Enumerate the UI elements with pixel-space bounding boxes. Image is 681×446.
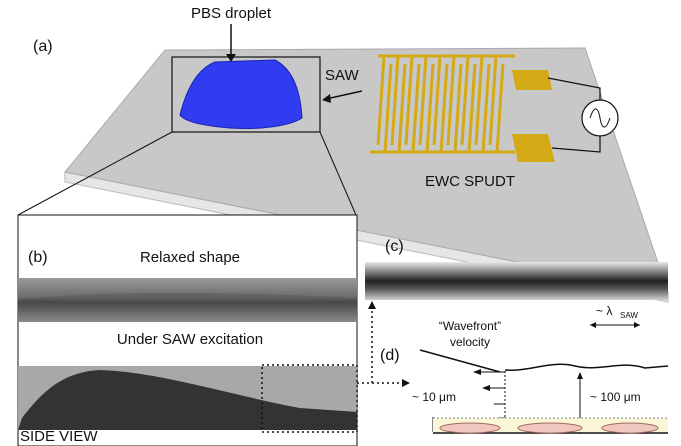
- saw-label: SAW: [325, 67, 359, 84]
- droplet: [179, 59, 303, 129]
- wavefront-line: [419, 349, 501, 373]
- arrowhead: [402, 379, 410, 387]
- wire: [547, 77, 601, 153]
- annotation: ~ 100 μm: [590, 390, 641, 404]
- caption: Under SAW excitation: [117, 331, 263, 348]
- velocity-arrows: [478, 371, 506, 425]
- idt: [370, 54, 515, 154]
- arrow: [325, 90, 363, 100]
- annotation: “Wavefront”: [439, 319, 501, 333]
- panel-label: (c): [385, 238, 404, 255]
- surface-wave: [504, 363, 669, 371]
- zoom-box: [261, 364, 358, 433]
- caption: Relaxed shape: [140, 249, 240, 266]
- arrowhead: [322, 94, 331, 103]
- source-wave: [589, 108, 611, 128]
- annotation: velocity: [450, 335, 490, 349]
- transducer-label: EWC SPUDT: [425, 173, 515, 190]
- view-label: SIDE VIEW: [20, 428, 98, 445]
- panel-label: (b): [28, 249, 48, 266]
- panel-label: (a): [33, 38, 53, 55]
- annotation: ~ 10 μm: [412, 390, 456, 404]
- pad: [512, 134, 555, 162]
- dotted-link: [357, 305, 405, 384]
- image-c: [365, 262, 668, 300]
- arrowhead: [590, 322, 640, 328]
- annotation: ~ λ: [596, 304, 612, 318]
- droplet-profile: [18, 292, 357, 322]
- panel-label: (d): [380, 347, 400, 364]
- cells: [439, 422, 659, 434]
- arrowhead: [226, 54, 236, 62]
- arrowhead: [473, 369, 490, 391]
- arrowhead: [368, 301, 376, 309]
- annotation: SAW: [620, 311, 638, 320]
- droplet-box: [171, 56, 321, 133]
- zoom-line: [17, 131, 173, 216]
- pad: [512, 70, 552, 90]
- droplet-label: PBS droplet: [191, 5, 272, 22]
- droplet-profile: [18, 370, 357, 430]
- zoom-line: [319, 131, 357, 216]
